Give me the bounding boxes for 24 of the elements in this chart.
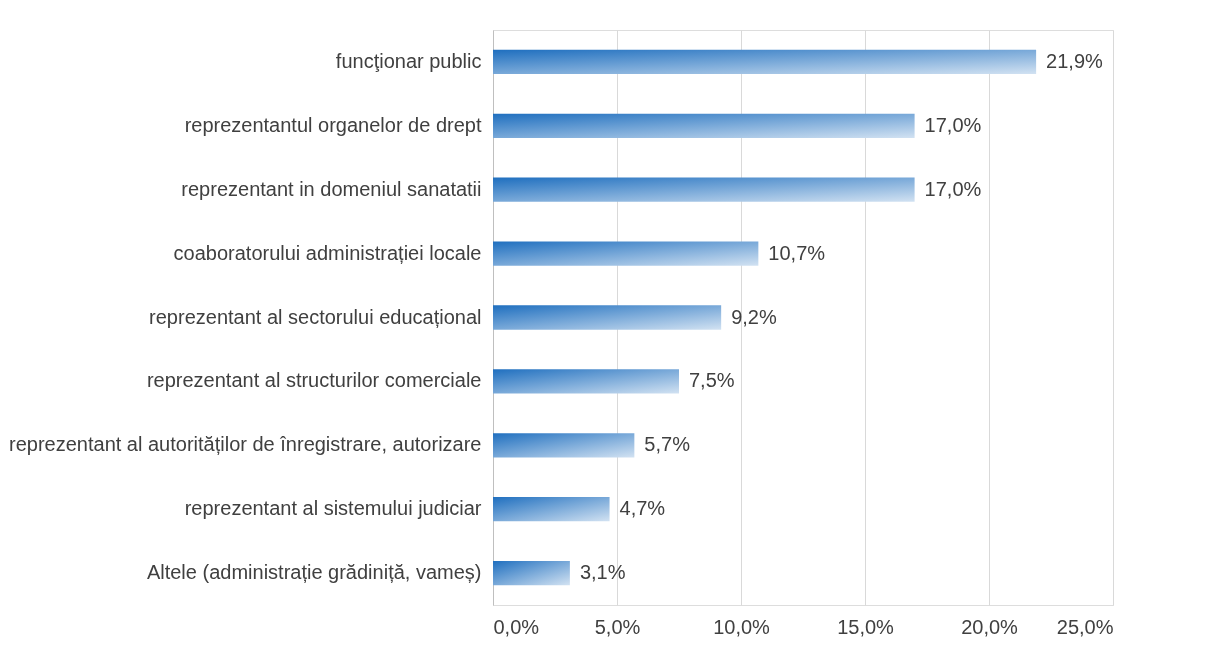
x-tick-label: 20,0% [961, 615, 1019, 638]
y-tick-label: reprezentant al sectorului educațional [149, 305, 482, 328]
data-label: 9,2% [731, 305, 777, 328]
data-label: 7,5% [689, 369, 735, 392]
x-tick-label: 15,0% [837, 615, 895, 638]
x-tick-label: 0,0% [493, 615, 540, 638]
data-label: 3,1% [579, 561, 626, 584]
y-tick-label: reprezentant al structurilor comerciale [146, 369, 482, 392]
y-tick-label: Altele (administrație grădiniță, vameș) [146, 561, 482, 584]
data-label: 17,0% [924, 113, 982, 136]
y-tick-label: reprezentant in domeniul sanatatii [181, 177, 482, 200]
data-label: 21,9% [1046, 49, 1104, 72]
data-label: 5,7% [644, 433, 691, 456]
data-label: 10,7% [768, 241, 826, 264]
y-tick-label: coaboratorului administrației locale [173, 241, 482, 264]
y-tick-label: reprezentantul organelor de drept [184, 113, 482, 136]
x-tick-label: 10,0% [713, 615, 771, 638]
x-tick-label: 25,0% [1056, 615, 1114, 638]
y-tick-label: funcţionar public [335, 49, 482, 72]
x-tick-label: 5,0% [594, 615, 641, 638]
y-tick-label: reprezentant al sistemului judiciar [184, 497, 482, 520]
data-label: 4,7% [619, 497, 666, 520]
data-label: 17,0% [924, 177, 982, 200]
y-tick-label: reprezentant al autorităților de înregistrare, autorizare [9, 433, 482, 456]
